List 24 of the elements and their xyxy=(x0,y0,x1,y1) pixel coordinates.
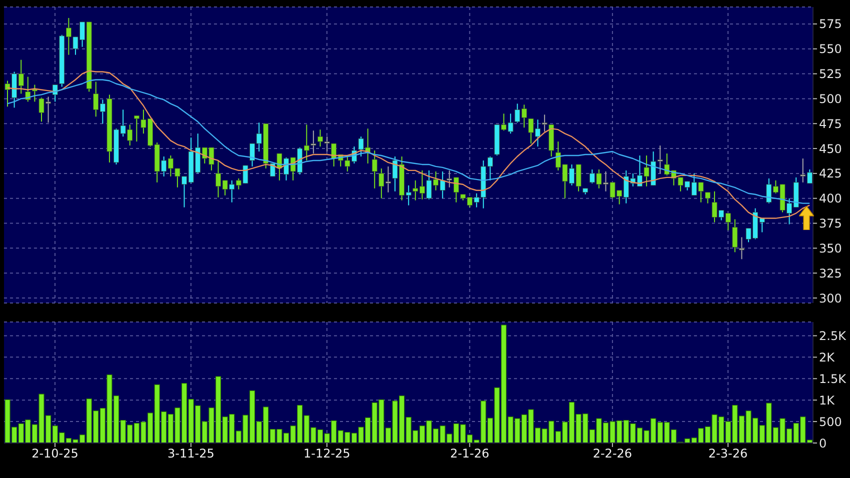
x-tick-label: 3-11-25 xyxy=(168,446,214,461)
y-tick-label: 0 xyxy=(819,436,827,450)
y-tick-label: 500 xyxy=(819,92,842,106)
y-tick-label: 400 xyxy=(819,192,842,206)
y-tick-label: 2.5K xyxy=(819,328,848,343)
y-tick-label: 550 xyxy=(819,42,842,56)
y-tick-label: 350 xyxy=(819,241,842,256)
y-tick-label: 375 xyxy=(819,216,842,231)
y-tick-label: 450 xyxy=(819,142,842,156)
y-tick-label: 475 xyxy=(819,116,842,131)
x-tick-label: 2-10-25 xyxy=(32,446,78,461)
y-tick-label: 300 xyxy=(819,291,842,306)
y-tick-label: 500 xyxy=(819,414,842,429)
x-tick-label: 2-3-26 xyxy=(708,446,748,461)
y-tick-label: 525 xyxy=(819,67,842,82)
x-tick-label: 2-2-26 xyxy=(592,446,632,461)
y-tick-label: 1K xyxy=(819,393,836,408)
y-tick-label: 2K xyxy=(819,350,836,364)
y-tick-label: 425 xyxy=(819,166,842,181)
y-tick-label: 1.5K xyxy=(819,372,848,386)
y-tick-label: 575 xyxy=(819,17,842,32)
y-tick-label: 325 xyxy=(819,266,842,280)
x-tick-label: 1-12-25 xyxy=(304,446,350,461)
x-tick-label: 2-1-26 xyxy=(450,446,490,461)
